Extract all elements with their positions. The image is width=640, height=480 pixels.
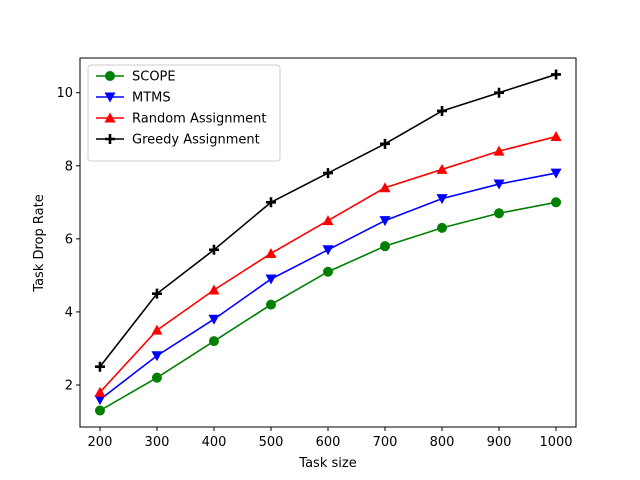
legend-marker: [104, 112, 116, 123]
legend-marker: [104, 92, 116, 103]
legend-box: [87, 64, 281, 162]
series-mtms: [94, 168, 562, 406]
y-tick-label: 2: [65, 378, 73, 393]
y-tick-label: 4: [65, 305, 73, 320]
data-point: [493, 179, 505, 190]
x-tick-label: 300: [145, 435, 170, 450]
data-point: [379, 216, 391, 227]
x-tick-label: 1000: [539, 435, 572, 450]
data-point: [550, 131, 562, 142]
x-tick-label: 500: [259, 435, 284, 450]
data-point: [208, 284, 220, 295]
data-point: [551, 69, 562, 80]
data-point: [208, 314, 220, 325]
y-tick-label: 8: [65, 159, 73, 174]
legend-marker: [105, 134, 115, 144]
legend-label: Random Assignment: [132, 112, 267, 127]
legend: SCOPE MTMS Random Assignment Greedy Assignm…: [87, 64, 281, 162]
x-tick-label: 900: [487, 435, 512, 450]
x-tick-label: 800: [430, 435, 455, 450]
data-point: [551, 197, 562, 208]
series-greedy-assignment: [94, 69, 562, 372]
legend-label: MTMS: [132, 91, 171, 106]
x-tick-label: 400: [202, 435, 227, 450]
data-point: [437, 105, 448, 116]
legend-entry: SCOPE: [96, 70, 176, 85]
x-tick-label: 700: [373, 435, 398, 450]
series-random-assignment: [94, 131, 562, 397]
y-axis-label: Task Drop Rate: [32, 194, 47, 292]
data-point: [151, 351, 163, 362]
data-point: [437, 222, 448, 233]
axes-layer: 200 300 400 500 600 700 800 900 1000 2 4 6 8 10: [56, 57, 577, 450]
x-tick-label: 600: [316, 435, 341, 450]
data-point: [322, 215, 334, 226]
data-point: [436, 194, 448, 205]
data-point: [265, 274, 277, 285]
data-point: [265, 299, 276, 310]
data-point: [151, 372, 162, 383]
legend-entry: Greedy Assignment: [96, 133, 260, 148]
data-point: [436, 163, 448, 174]
data-point: [94, 395, 106, 406]
data-point: [322, 245, 334, 256]
data-point: [380, 138, 391, 149]
data-point: [380, 241, 391, 252]
data-point: [94, 386, 106, 397]
data-point: [151, 324, 163, 335]
legend-entry: Random Assignment: [96, 112, 267, 127]
data-point: [208, 244, 219, 255]
data-point: [323, 266, 333, 277]
data-point: [94, 361, 105, 372]
data-point: [550, 168, 562, 179]
data-point: [379, 182, 391, 193]
data-point: [265, 197, 276, 208]
y-tick-label: 10: [56, 86, 73, 101]
series-scope: [94, 197, 562, 416]
data-point: [94, 405, 105, 416]
legend-label: SCOPE: [132, 70, 176, 85]
data-point: [265, 247, 277, 258]
x-axis-label: Task size: [298, 456, 356, 471]
data-point: [494, 87, 505, 98]
x-tick-label: 200: [88, 435, 113, 450]
data-point: [208, 336, 219, 347]
data-point: [323, 168, 333, 179]
data-point: [151, 288, 162, 299]
legend-entry: MTMS: [96, 91, 171, 106]
legend-marker: [105, 71, 115, 81]
data-point: [493, 145, 505, 156]
legend-label: Greedy Assignment: [132, 133, 260, 148]
series-layer: [94, 69, 562, 416]
data-point: [494, 208, 505, 219]
y-tick-label: 6: [65, 232, 73, 247]
